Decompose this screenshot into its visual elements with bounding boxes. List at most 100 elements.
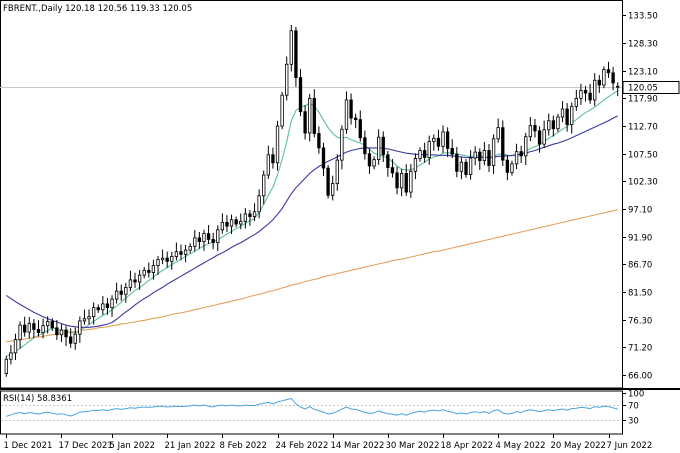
price-tick-label: 91.90 bbox=[628, 234, 652, 244]
time-tick-label: 5 Jan 2022 bbox=[110, 441, 156, 451]
candle-body bbox=[32, 323, 36, 330]
candle-body bbox=[188, 245, 192, 251]
rsi-line bbox=[6, 397, 618, 417]
candle-body bbox=[280, 94, 284, 127]
price-tick-label: 133.50 bbox=[628, 12, 658, 22]
candle-body bbox=[367, 153, 372, 167]
candle-body bbox=[441, 131, 445, 147]
candle-body bbox=[533, 125, 537, 132]
candle-body bbox=[478, 151, 482, 162]
candle-body bbox=[294, 30, 298, 79]
candle-body bbox=[87, 316, 91, 320]
candle-body bbox=[542, 129, 546, 145]
candle-body bbox=[9, 352, 13, 360]
candle-body bbox=[13, 339, 18, 354]
candle-body bbox=[78, 320, 82, 335]
candle-body bbox=[73, 333, 77, 344]
candle-body bbox=[160, 257, 165, 261]
price-tick-label: 128.30 bbox=[628, 40, 658, 50]
candle-body bbox=[124, 286, 128, 295]
candle-body bbox=[82, 318, 87, 322]
candle-body bbox=[142, 269, 146, 276]
price-tick-label: 71.20 bbox=[628, 344, 652, 354]
candle-body bbox=[312, 97, 316, 134]
price-tick-label: 123.10 bbox=[628, 68, 658, 78]
price-tick-label: 107.50 bbox=[628, 151, 658, 161]
candle-body bbox=[137, 274, 142, 283]
candle-body bbox=[133, 279, 137, 283]
candle-body bbox=[239, 220, 243, 225]
candle-body bbox=[41, 325, 45, 334]
candle-body bbox=[243, 213, 248, 222]
candle-body bbox=[409, 170, 413, 193]
candle-body bbox=[248, 213, 252, 217]
candle-body bbox=[234, 219, 238, 225]
candle-body bbox=[436, 137, 441, 147]
candle-body bbox=[331, 183, 335, 196]
candle-body bbox=[91, 307, 96, 318]
time-tick-label: 24 Feb 2022 bbox=[276, 441, 329, 451]
candle-body bbox=[445, 131, 450, 149]
price-tick-label: 112.70 bbox=[628, 123, 658, 133]
candle-body bbox=[459, 161, 464, 172]
candle-body bbox=[271, 154, 275, 164]
time-tick-label: 4 May 2022 bbox=[496, 441, 546, 451]
symbol-header: FBRENT.,Daily 120.18 120.56 119.33 120.0… bbox=[3, 4, 192, 14]
candle-body bbox=[36, 329, 41, 334]
candle-body bbox=[395, 172, 399, 189]
candle-body bbox=[473, 151, 477, 159]
candle-body bbox=[514, 151, 519, 165]
candle-body bbox=[202, 233, 206, 242]
chart-frame bbox=[0, 0, 680, 435]
candle-body bbox=[390, 167, 395, 174]
price-tick-label: 102.30 bbox=[628, 178, 658, 188]
candle-body bbox=[220, 222, 225, 231]
price-tick-label: 76.30 bbox=[628, 317, 652, 327]
candle-body bbox=[349, 99, 353, 119]
candle-body bbox=[363, 137, 367, 155]
candle-body bbox=[225, 222, 229, 227]
price-panel-border bbox=[0, 0, 623, 389]
time-tick-label: 18 Apr 2022 bbox=[441, 441, 494, 451]
time-tick-label: 30 Mar 2022 bbox=[386, 441, 440, 451]
candle-body bbox=[183, 249, 188, 255]
candle-body bbox=[372, 159, 376, 167]
time-tick-label: 21 Jan 2022 bbox=[165, 441, 216, 451]
candle-body bbox=[386, 154, 390, 168]
candle-body bbox=[151, 265, 156, 273]
candle-body bbox=[257, 195, 261, 213]
candle-body bbox=[114, 290, 119, 300]
candle-body bbox=[262, 174, 266, 197]
candle-body bbox=[27, 323, 31, 333]
candle-body bbox=[211, 239, 215, 244]
candle-body bbox=[519, 151, 523, 157]
candle-body bbox=[574, 97, 578, 107]
candle-body bbox=[565, 108, 569, 125]
candle-body bbox=[229, 219, 234, 227]
candle-body bbox=[588, 92, 592, 101]
candle-body bbox=[505, 159, 510, 173]
candle-body bbox=[308, 97, 312, 134]
candle-body bbox=[381, 136, 385, 156]
candle-body bbox=[206, 233, 211, 240]
candle-body bbox=[321, 147, 326, 169]
candle-body bbox=[156, 259, 160, 266]
candle-body bbox=[23, 324, 27, 333]
candle-body bbox=[464, 161, 468, 175]
candle-body bbox=[285, 63, 289, 96]
candlesticks bbox=[4, 24, 620, 377]
candle-body bbox=[174, 251, 179, 257]
candle-body bbox=[524, 136, 528, 157]
candle-body bbox=[616, 85, 620, 88]
candle-body bbox=[266, 154, 270, 176]
candle-body bbox=[611, 72, 615, 84]
candle-body bbox=[422, 150, 427, 158]
candle-body bbox=[335, 159, 339, 184]
candle-body bbox=[560, 108, 565, 118]
candle-body bbox=[68, 336, 73, 344]
time-tick-label: 1 Dec 2021 bbox=[4, 441, 53, 451]
candle-body bbox=[298, 77, 303, 113]
price-tick-label: 86.70 bbox=[628, 261, 652, 271]
candle-body bbox=[275, 125, 280, 164]
